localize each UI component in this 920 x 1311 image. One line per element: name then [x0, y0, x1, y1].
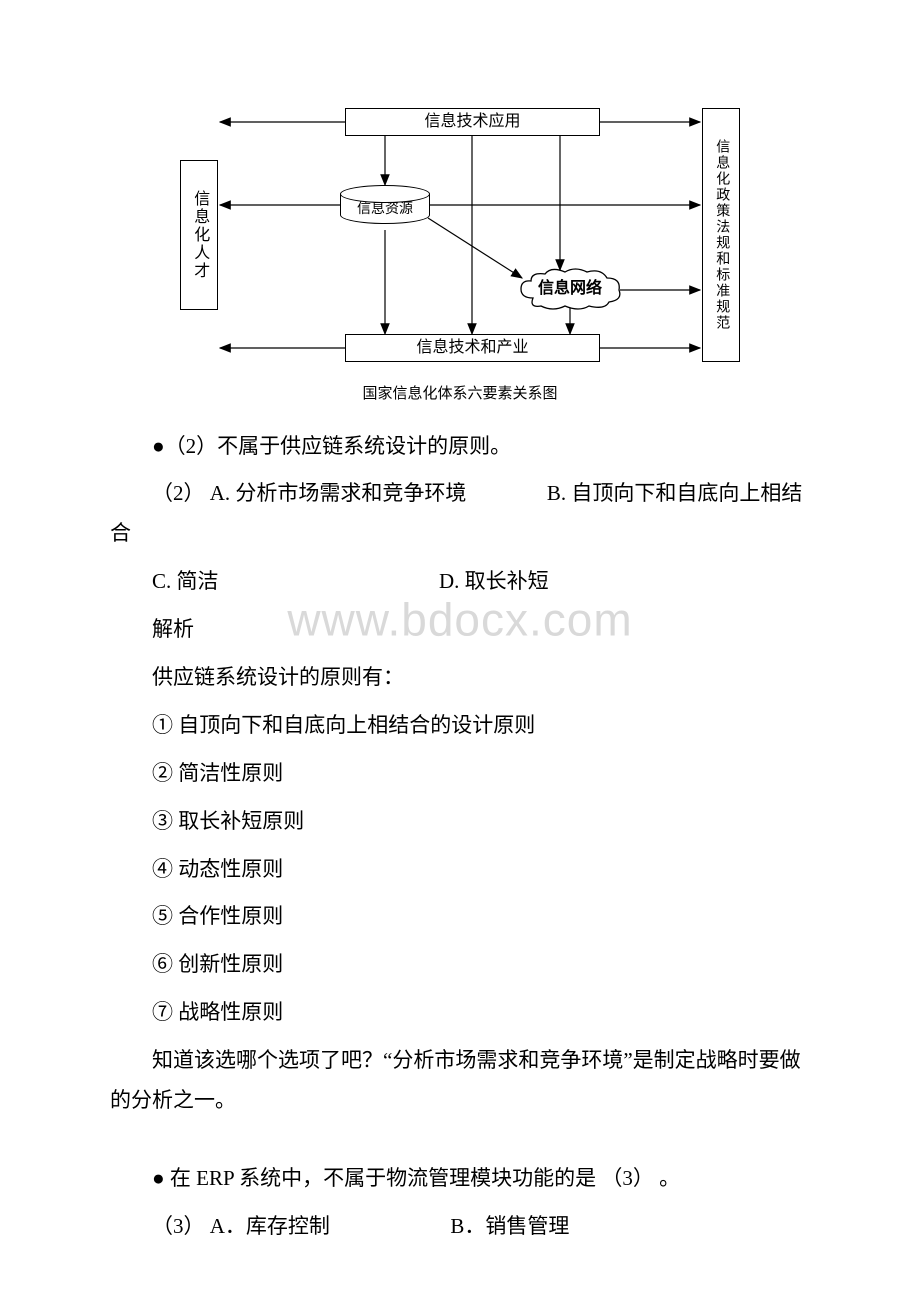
q3-opt-a: （3） A．库存控制 — [152, 1214, 330, 1238]
q2-principle-5: ⑤ 合作性原则 — [110, 897, 810, 937]
diagram-right-box: 信息化政策法规和标准规范 — [702, 108, 740, 362]
q2-explain-intro: 供应链系统设计的原则有： — [110, 658, 810, 698]
q2-opt-d: D. 取长补短 — [439, 569, 549, 593]
diagram-cloud-label: 信息网络 — [515, 281, 625, 297]
page-content: 信息化人才 信息化政策法规和标准规范 信息技术应用 信息技术和产业 信息资源 信… — [110, 100, 810, 1247]
diagram-container: 信息化人才 信息化政策法规和标准规范 信息技术应用 信息技术和产业 信息资源 信… — [180, 100, 740, 409]
diagram-top-box: 信息技术应用 — [345, 108, 600, 136]
q2-principle-3: ③ 取长补短原则 — [110, 802, 810, 842]
q2-explain-label: 解析 — [110, 610, 810, 650]
q2-opt-a: （2） A. 分析市场需求和竞争环境 — [152, 481, 466, 505]
q2-line2: C. 简洁 D. 取长补短 — [110, 562, 810, 602]
q2-conclusion: 知道该选哪个选项了吧？“分析市场需求和竞争环境”是制定战略时要做的分析之一。 — [110, 1041, 810, 1121]
diagram-cloud: 信息网络 — [515, 268, 625, 310]
q3-bullet: ● 在 ERP 系统中，不属于物流管理模块功能的是 （3） 。 — [110, 1159, 810, 1199]
q3-line1: （3） A．库存控制 B．销售管理 — [110, 1207, 810, 1247]
q2-bullet: ●（2）不属于供应链系统设计的原则。 — [110, 427, 810, 467]
q3-opt-b: B．销售管理 — [450, 1214, 569, 1238]
diagram-left-box: 信息化人才 — [180, 160, 218, 310]
six-element-diagram: 信息化人才 信息化政策法规和标准规范 信息技术应用 信息技术和产业 信息资源 信… — [180, 100, 740, 370]
q2-principle-6: ⑥ 创新性原则 — [110, 945, 810, 985]
q2-line1: （2） A. 分析市场需求和竞争环境 B. 自顶向下和自底向上相结合 — [110, 474, 810, 554]
diagram-cylinder: 信息资源 — [340, 185, 430, 224]
q2-principle-1: ① 自顶向下和自底向上相结合的设计原则 — [110, 706, 810, 746]
diagram-caption: 国家信息化体系六要素关系图 — [180, 380, 740, 409]
diagram-bottom-box: 信息技术和产业 — [345, 334, 600, 362]
q2-principle-7: ⑦ 战略性原则 — [110, 993, 810, 1033]
diagram-arrows — [180, 100, 740, 370]
q2-principle-2: ② 简洁性原则 — [110, 754, 810, 794]
q2-opt-c: C. 简洁 — [152, 569, 219, 593]
q2-principle-4: ④ 动态性原则 — [110, 850, 810, 890]
